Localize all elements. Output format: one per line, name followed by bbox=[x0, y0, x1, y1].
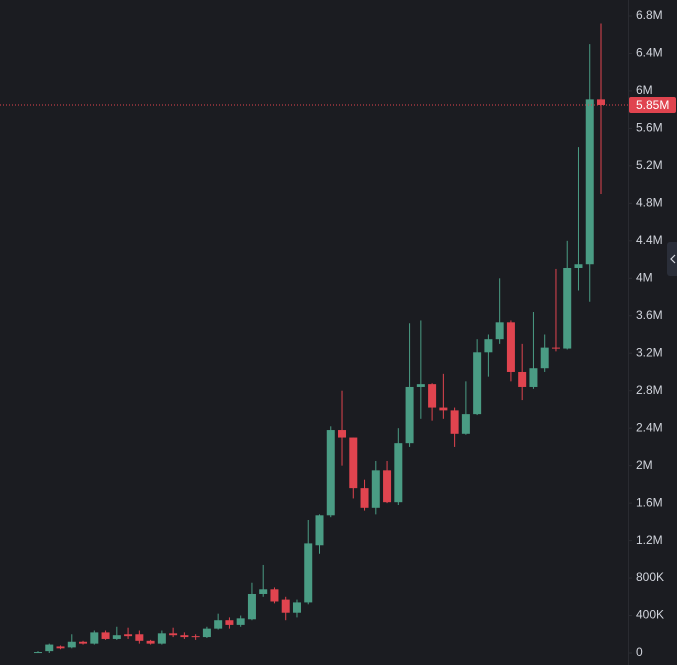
y-tick-label: 2.8M bbox=[636, 383, 663, 397]
y-tick-label: 4.8M bbox=[636, 196, 663, 210]
candle-body bbox=[90, 632, 99, 644]
candle-body bbox=[315, 515, 324, 546]
collapse-button-bg[interactable] bbox=[667, 242, 677, 276]
candle-body bbox=[169, 633, 178, 636]
candle-body bbox=[439, 407, 448, 411]
candle-body bbox=[34, 652, 42, 654]
y-tick-label: 4M bbox=[636, 270, 653, 284]
y-tick-label: 6.4M bbox=[636, 46, 663, 60]
candle-body bbox=[270, 589, 279, 602]
candle-body bbox=[461, 414, 470, 434]
y-tick-label: 5.6M bbox=[636, 121, 663, 135]
candle-body bbox=[67, 641, 76, 648]
candle-body bbox=[191, 636, 200, 638]
collapse-icon[interactable] bbox=[670, 254, 676, 264]
candle-body bbox=[416, 384, 425, 387]
candle-body bbox=[292, 602, 301, 613]
y-tick-label: 5.2M bbox=[636, 158, 663, 172]
candle-body bbox=[236, 618, 245, 625]
candle-body bbox=[326, 430, 335, 516]
y-tick-label: 1.6M bbox=[636, 495, 663, 509]
candle-body bbox=[574, 264, 583, 268]
candle-body bbox=[79, 641, 88, 644]
candle-body bbox=[225, 620, 234, 625]
candle-body bbox=[495, 322, 504, 340]
y-tick-label: 800K bbox=[636, 570, 664, 584]
candle-body bbox=[214, 620, 223, 629]
candle-body bbox=[349, 437, 358, 489]
candle-body bbox=[450, 410, 459, 434]
candle-body bbox=[202, 628, 211, 638]
candle-body bbox=[529, 368, 538, 387]
y-tick-label: 1.2M bbox=[636, 533, 663, 547]
last-price-badge bbox=[629, 96, 676, 113]
candle-body bbox=[247, 593, 256, 620]
candle-body bbox=[360, 488, 369, 508]
last-price-label: 5.85M bbox=[636, 98, 669, 112]
candle-body bbox=[405, 386, 414, 444]
candle-body bbox=[259, 589, 268, 594]
candle-body bbox=[338, 430, 347, 438]
candle-body bbox=[551, 347, 560, 349]
y-tick-label: 4.4M bbox=[636, 233, 663, 247]
candle-body bbox=[180, 635, 189, 638]
y-tick-label: 6.8M bbox=[636, 8, 663, 22]
candle-body bbox=[371, 470, 380, 508]
candle-body bbox=[112, 635, 121, 639]
candle-body bbox=[56, 646, 65, 649]
candle-body bbox=[135, 634, 144, 641]
candle-body bbox=[394, 443, 403, 503]
candle-body bbox=[101, 632, 110, 639]
candle-body bbox=[597, 99, 605, 105]
y-tick-label: 2.4M bbox=[636, 420, 663, 434]
collapse-button[interactable] bbox=[667, 242, 677, 276]
candle-body bbox=[146, 640, 155, 644]
y-tick-label: 0 bbox=[636, 645, 643, 659]
candle-body bbox=[484, 339, 493, 353]
candle-body bbox=[563, 267, 572, 349]
candle-body bbox=[540, 347, 549, 369]
candle-body bbox=[157, 633, 166, 644]
y-tick-label: 400K bbox=[636, 608, 664, 622]
candle-body bbox=[45, 644, 54, 652]
y-tick-label: 3.6M bbox=[636, 308, 663, 322]
candle-body bbox=[518, 371, 527, 387]
candle-body bbox=[585, 99, 594, 265]
candle-body bbox=[428, 384, 437, 408]
candle-body bbox=[473, 352, 482, 415]
candle-body bbox=[281, 599, 290, 613]
candle-body bbox=[506, 322, 515, 372]
y-tick-label: 3.2M bbox=[636, 345, 663, 359]
y-tick-label: 6M bbox=[636, 83, 653, 97]
candle-body bbox=[304, 543, 313, 603]
candle-body bbox=[124, 634, 133, 637]
y-tick-label: 2M bbox=[636, 458, 653, 472]
candle-body bbox=[383, 470, 392, 503]
